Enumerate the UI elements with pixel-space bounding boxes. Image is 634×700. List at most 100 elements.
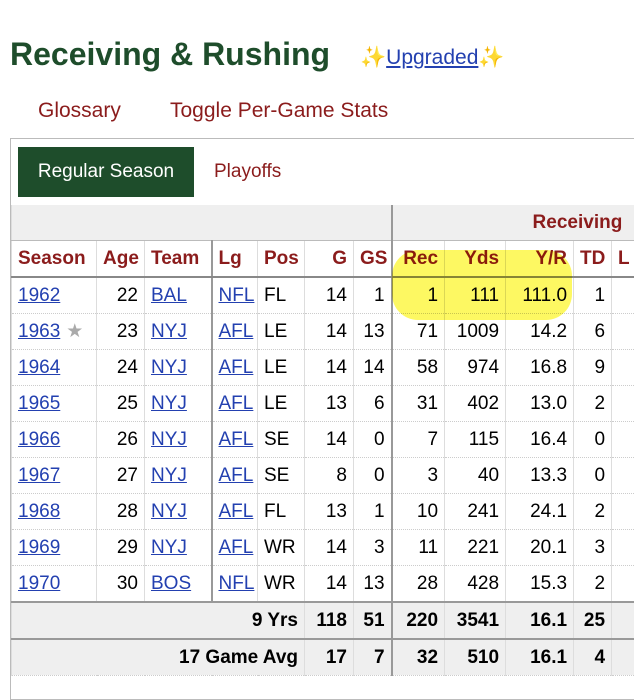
cell: FL (258, 494, 305, 530)
season-link[interactable]: 1963 (18, 321, 60, 342)
cell: 1969 (12, 530, 97, 566)
column-header: GS (354, 241, 392, 278)
cell: 16.1 (506, 639, 574, 676)
cell: 24 (97, 350, 145, 386)
cell: 428 (445, 566, 506, 603)
cell: AFL (212, 350, 258, 386)
cell: AFL (212, 314, 258, 350)
cell: 1964 (12, 350, 97, 386)
cell: 22 (97, 277, 145, 314)
sparkle: ✨ (478, 46, 504, 69)
tab[interactable]: Playoffs (214, 147, 281, 197)
cell: LE (258, 386, 305, 422)
cell: 6 (354, 386, 392, 422)
cell: 51 (354, 602, 392, 639)
cell: 25 (97, 386, 145, 422)
cell (612, 314, 634, 350)
cell (612, 350, 634, 386)
team-link[interactable]: NYJ (151, 537, 187, 558)
cell: 4 (574, 639, 612, 676)
league-link[interactable]: AFL (219, 429, 254, 450)
cell: 20.1 (506, 530, 574, 566)
cell: 13.3 (506, 458, 574, 494)
upgraded-link[interactable]: Upgraded (386, 46, 478, 69)
season-link[interactable]: 1966 (18, 429, 60, 450)
cell: 25 (574, 602, 612, 639)
cell: 3 (392, 458, 445, 494)
cell: 241 (445, 494, 506, 530)
cell: 220 (392, 602, 445, 639)
cell: 0 (574, 458, 612, 494)
team-link[interactable]: NYJ (151, 321, 187, 342)
cell: 1965 (12, 386, 97, 422)
cell: 1966 (12, 422, 97, 458)
season-link[interactable]: 1970 (18, 573, 60, 594)
cell: 28 (392, 566, 445, 603)
cell: 14 (354, 350, 392, 386)
cell (612, 386, 634, 422)
team-link[interactable]: NYJ (151, 393, 187, 414)
cell (612, 277, 634, 314)
cell: 1 (354, 494, 392, 530)
cell (612, 566, 634, 603)
cell: 974 (445, 350, 506, 386)
season-link[interactable]: 1967 (18, 465, 60, 486)
season-link[interactable]: 1969 (18, 537, 60, 558)
cell: 2 (574, 566, 612, 603)
cell: NYJ (145, 494, 212, 530)
league-link[interactable]: NFL (219, 573, 255, 594)
column-header: TD (574, 241, 612, 278)
cell (612, 422, 634, 458)
cell: NYJ (145, 386, 212, 422)
cell: 510 (445, 639, 506, 676)
cell: 13 (305, 386, 354, 422)
cell: 24.1 (506, 494, 574, 530)
column-header: G (305, 241, 354, 278)
team-link[interactable]: NYJ (151, 357, 187, 378)
toggle-link[interactable]: Toggle Per-Game Stats (170, 99, 388, 123)
cell: SE (258, 458, 305, 494)
season-link[interactable]: 1965 (18, 393, 60, 414)
glossary-link[interactable]: Glossary (38, 99, 121, 123)
tab-active[interactable]: Regular Season (18, 147, 194, 197)
cell: 0 (354, 458, 392, 494)
team-link[interactable]: NYJ (151, 465, 187, 486)
season-link[interactable]: 1962 (18, 285, 60, 306)
cell (612, 494, 634, 530)
league-link[interactable]: AFL (219, 321, 254, 342)
cell: 58 (392, 350, 445, 386)
page-body: Receiving & Rushing ✨Upgraded✨ Glossary … (0, 0, 634, 680)
league-link[interactable]: AFL (219, 537, 254, 558)
cell: NYJ (145, 530, 212, 566)
league-link[interactable]: AFL (219, 357, 254, 378)
cell (12, 205, 392, 241)
team-link[interactable]: NYJ (151, 429, 187, 450)
cell: 16.1 (506, 602, 574, 639)
cell: 13.0 (506, 386, 574, 422)
cell: 32 (392, 639, 445, 676)
season-link[interactable]: 1964 (18, 357, 60, 378)
season-link[interactable]: 1968 (18, 501, 60, 522)
group-header-row: Receiving (12, 205, 634, 241)
cell: 3 (574, 530, 612, 566)
cell: WR (258, 566, 305, 603)
cell: FL (258, 277, 305, 314)
column-header: Season (12, 241, 97, 278)
cell (612, 458, 634, 494)
cell: 115 (445, 422, 506, 458)
league-link[interactable]: AFL (219, 465, 254, 486)
league-link[interactable]: AFL (219, 501, 254, 522)
team-link[interactable]: NYJ (151, 501, 187, 522)
cell: 1962 (12, 277, 97, 314)
cell: 402 (445, 386, 506, 422)
cell: AFL (212, 386, 258, 422)
league-link[interactable]: AFL (219, 393, 254, 414)
cell: 118 (305, 602, 354, 639)
cell: 11 (392, 530, 445, 566)
team-link[interactable]: BOS (151, 573, 191, 594)
league-link[interactable]: NFL (219, 285, 255, 306)
cell: LE (258, 350, 305, 386)
team-link[interactable]: BAL (151, 285, 187, 306)
